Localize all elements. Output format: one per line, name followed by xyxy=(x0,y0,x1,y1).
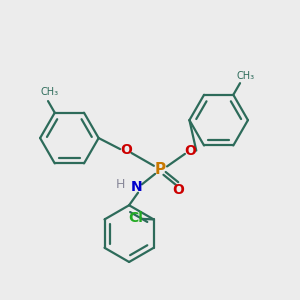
Text: P: P xyxy=(155,162,166,177)
Text: O: O xyxy=(172,183,184,197)
Text: Cl: Cl xyxy=(128,211,143,225)
Text: N: N xyxy=(131,180,142,194)
Text: CH₃: CH₃ xyxy=(40,88,58,98)
Text: O: O xyxy=(184,145,196,158)
Text: CH₃: CH₃ xyxy=(236,71,254,81)
Text: O: O xyxy=(120,143,132,157)
Text: H: H xyxy=(116,178,125,191)
